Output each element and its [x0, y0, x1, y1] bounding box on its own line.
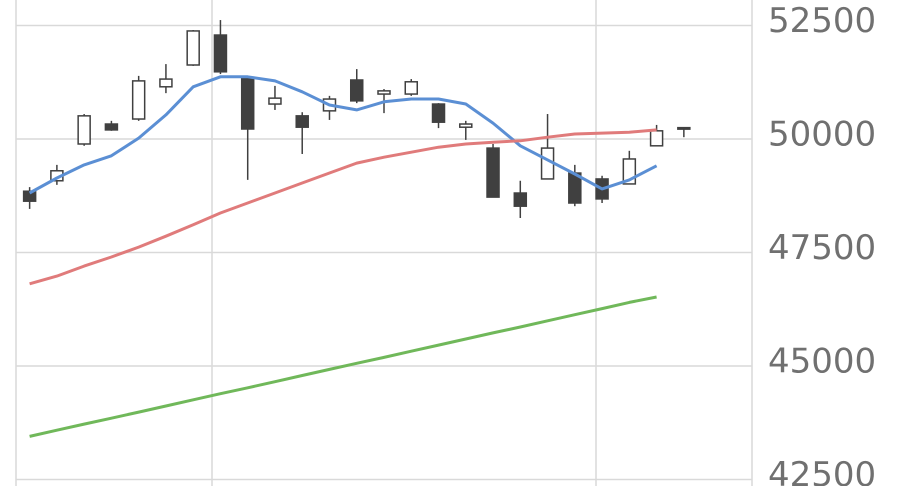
candle-body	[349, 79, 364, 102]
candle-body	[459, 123, 473, 128]
y-tick-label: 47500	[768, 228, 876, 268]
candle-body	[213, 34, 228, 73]
candle-body	[131, 80, 146, 120]
candle-body	[77, 115, 91, 145]
y-tick-label: 42500	[768, 455, 876, 486]
y-tick-label: 45000	[768, 342, 876, 382]
moving-average-line	[28, 75, 658, 195]
candle-body	[104, 123, 119, 131]
moving-average-line	[29, 295, 657, 438]
candle-body	[295, 115, 309, 128]
moving-average-line	[29, 128, 657, 286]
candle-body	[240, 77, 255, 130]
candle-body	[513, 192, 528, 207]
candle-body	[486, 147, 500, 198]
candle-body	[159, 78, 173, 88]
candle-body	[677, 126, 691, 130]
candle-body	[431, 103, 446, 123]
candle-body	[649, 130, 664, 147]
candle-body	[22, 190, 37, 202]
candle-body	[404, 81, 419, 95]
candle-body	[186, 30, 200, 66]
candle-body	[268, 97, 282, 105]
y-tick-label: 50000	[768, 115, 876, 155]
candle-body	[377, 90, 391, 95]
y-tick-label: 52500	[768, 1, 876, 41]
